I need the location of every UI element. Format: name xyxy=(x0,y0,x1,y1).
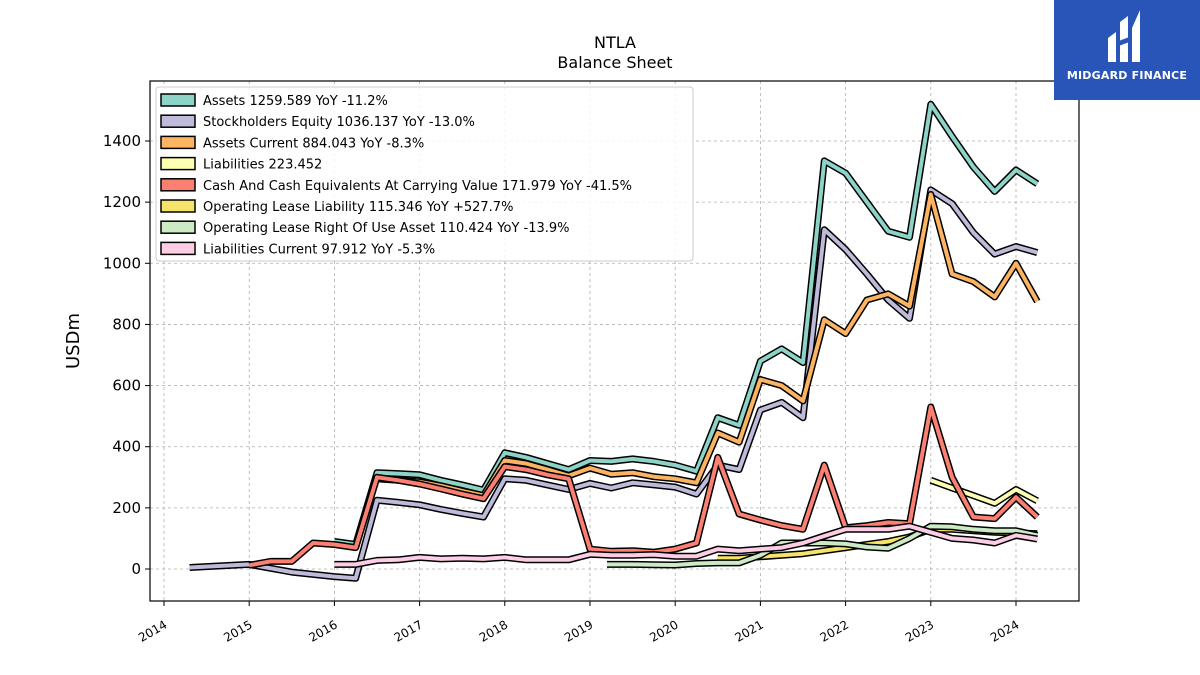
legend: Assets 1259.589 YoY -11.2% Stockholders E… xyxy=(155,86,694,262)
x-tick-label: 2017 xyxy=(392,617,425,644)
legend-entry: Liabilities 223.452 xyxy=(203,158,322,173)
legend-swatch xyxy=(160,220,196,234)
legend-swatch xyxy=(160,241,196,256)
x-tick-label: 2015 xyxy=(221,617,254,644)
legend-swatch xyxy=(160,199,196,213)
x-tick-label: 2018 xyxy=(477,617,510,644)
chart-subtitle: Balance Sheet xyxy=(557,53,672,72)
legend-entry: Assets Current 884.043 YoY -8.3% xyxy=(203,136,424,151)
x-tick-label: 2022 xyxy=(818,617,851,644)
y-tick-label: 400 xyxy=(112,438,141,456)
series-line-liabilities-current xyxy=(334,524,1038,567)
legend-entry: Cash And Cash Equivalents At Carrying Va… xyxy=(203,179,632,194)
legend-swatch xyxy=(160,178,196,192)
x-tick-label: 2021 xyxy=(732,617,765,644)
y-tick-label: 0 xyxy=(131,560,141,578)
legend-swatch xyxy=(160,135,196,150)
chart-title: NTLA xyxy=(594,33,636,52)
y-tick-label: 200 xyxy=(112,499,141,517)
legend-entry: Operating Lease Right Of Use Asset 110.4… xyxy=(203,221,570,236)
legend-swatch xyxy=(160,156,196,171)
y-tick-label: 1000 xyxy=(103,254,141,272)
x-tick-label: 2024 xyxy=(988,617,1021,644)
y-tick-label: 1200 xyxy=(103,193,141,211)
x-axis: 2014 2015 2016 2017 2018 2019 2020 2021 2022 2023… xyxy=(136,601,1022,645)
midgard-logo-icon xyxy=(1108,10,1140,62)
y-axis-label: USDm xyxy=(63,313,84,369)
series-line-stockholders-equity xyxy=(189,187,1038,581)
series-lines xyxy=(189,100,1041,582)
legend-frame xyxy=(155,86,694,262)
legend-entry: Operating Lease Liability 115.346 YoY +5… xyxy=(203,200,513,215)
y-tick-label: 800 xyxy=(112,315,141,333)
x-tick-label: 2016 xyxy=(306,617,339,644)
x-tick-label: 2020 xyxy=(647,617,680,644)
midgard-finance-logo: MIDGARD FINANCE xyxy=(1054,0,1200,100)
y-axis: 0 200 400 600 800 1000 1200 1400 xyxy=(103,132,150,578)
legend-entry: Liabilities Current 97.912 YoY -5.3% xyxy=(203,242,435,257)
legend-entry: Assets 1259.589 YoY -11.2% xyxy=(203,94,388,109)
x-tick-label: 2014 xyxy=(136,617,169,644)
legend-swatch xyxy=(160,93,196,107)
series-line-operating-lease-right-of-use-asset xyxy=(607,524,1038,567)
series-line-liabilities xyxy=(930,478,1039,506)
x-tick-label: 2023 xyxy=(903,617,936,644)
x-tick-label: 2019 xyxy=(562,617,595,644)
logo-text: MIDGARD FINANCE xyxy=(1066,69,1188,82)
plot-area-frame xyxy=(149,80,1080,602)
legend-entry: Stockholders Equity 1036.137 YoY -13.0% xyxy=(203,115,475,130)
legend-swatch xyxy=(160,114,196,128)
y-tick-label: 1400 xyxy=(103,132,141,150)
y-tick-label: 600 xyxy=(112,377,141,395)
series-line-assets xyxy=(334,102,1039,547)
